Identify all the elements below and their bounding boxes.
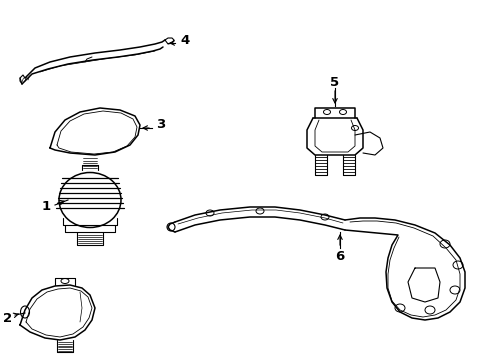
Text: 2: 2 [3, 311, 13, 324]
Text: 3: 3 [156, 118, 165, 131]
Text: 4: 4 [180, 33, 189, 46]
Text: 1: 1 [41, 201, 50, 213]
Text: 5: 5 [330, 76, 339, 89]
Text: 6: 6 [335, 249, 344, 262]
